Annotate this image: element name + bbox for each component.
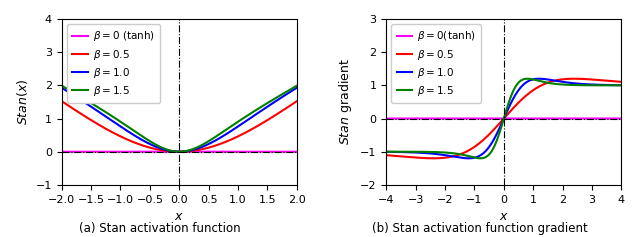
X-axis label: $x$: $x$: [174, 210, 184, 223]
$\beta = 1.5$: [293, 84, 301, 87]
$\beta = 1.0$: [243, 119, 251, 122]
$\beta = 0.5$: [293, 100, 301, 103]
Text: (a) Stan activation function: (a) Stan activation function: [79, 222, 241, 235]
$\beta = 1.0$: [535, 77, 543, 80]
$\beta = 0.5$: [58, 100, 65, 103]
$\beta = 0$(tanh): [611, 117, 618, 120]
$\beta = 1.0$: [568, 82, 575, 84]
$\beta = 0$(tanh): [394, 117, 402, 120]
$\beta = 1.0$: [286, 91, 294, 93]
$\beta = 0.5$: [618, 80, 625, 83]
$\beta = 1.0$: [611, 84, 619, 87]
$\beta = 0.5$: [429, 157, 437, 160]
Legend: $\beta = 0$(tanh), $\beta = 0.5$, $\beta = 1.0$, $\beta = 1.5$: $\beta = 0$(tanh), $\beta = 0.5$, $\beta…: [392, 24, 481, 103]
$\beta = 0$ (tanh): [286, 150, 294, 153]
$\beta = 0$ (tanh): [286, 150, 294, 153]
Line: $\beta = 1.0$: $\beta = 1.0$: [386, 79, 621, 158]
$\beta = 0.5$: [172, 150, 180, 153]
$\beta = 0.5$: [382, 154, 390, 157]
$\beta = 0.5$: [286, 104, 294, 107]
$\beta = 1.0$: [293, 86, 301, 89]
$\beta = 1.5$: [491, 145, 499, 147]
$\beta = 0$ (tanh): [172, 150, 180, 153]
$\beta = 1.0$: [618, 84, 625, 87]
$\beta = 0$(tanh): [568, 117, 575, 120]
$\beta = 1.0$: [382, 150, 390, 153]
$\beta = 1.5$: [243, 114, 251, 117]
$\beta = 0$ (tanh): [70, 150, 77, 153]
Y-axis label: $Stan(x)$: $Stan(x)$: [15, 79, 30, 125]
$\beta = 1.5$: [58, 84, 65, 87]
$\beta = 1.0$: [175, 150, 183, 153]
$\beta = 0.5$: [286, 104, 294, 107]
$\beta = 1.5$: [394, 150, 402, 153]
Line: $\beta = 1.5$: $\beta = 1.5$: [386, 79, 621, 158]
Line: $\beta = 0.5$: $\beta = 0.5$: [61, 101, 297, 152]
$\beta = 1.0$: [70, 94, 77, 97]
Text: (b) Stan activation function gradient: (b) Stan activation function gradient: [372, 222, 588, 235]
$\beta = 0.5$: [570, 77, 578, 80]
$\beta = 0.5$: [568, 77, 575, 80]
$\beta = 0$(tanh): [490, 117, 498, 120]
$\beta = 0$ (tanh): [58, 150, 65, 153]
$\beta = 0.5$: [611, 80, 619, 83]
$\beta = 0.5$: [243, 130, 251, 133]
$\beta = 1.0$: [465, 157, 472, 160]
$\beta = 1.5$: [382, 150, 390, 153]
Line: $\beta = 0.5$: $\beta = 0.5$: [386, 79, 621, 158]
$\beta = 0.5$: [491, 128, 499, 130]
Line: $\beta = 1.5$: $\beta = 1.5$: [61, 86, 297, 152]
$\beta = 1.0$: [611, 84, 619, 87]
$\beta = 1.0$: [166, 149, 173, 152]
$\beta = 1.0$: [286, 91, 294, 93]
$\beta = 1.5$: [166, 149, 173, 152]
$\beta = 1.5$: [175, 150, 183, 153]
$\beta = 1.0$: [172, 150, 180, 153]
$\beta = 1.5$: [524, 77, 531, 80]
$\beta = 1.5$: [477, 157, 484, 160]
$\beta = 1.5$: [286, 88, 294, 91]
$\beta = 0$(tanh): [618, 117, 625, 120]
$\beta = 1.5$: [497, 128, 504, 130]
$\beta = 0$ (tanh): [293, 150, 301, 153]
$\beta = 1.5$: [568, 83, 575, 86]
$\beta = 1.5$: [70, 91, 77, 94]
$\beta = 1.0$: [58, 86, 65, 89]
$\beta = 0$ (tanh): [243, 150, 251, 153]
$\beta = 0$(tanh): [497, 117, 504, 120]
Line: $\beta = 1.0$: $\beta = 1.0$: [61, 88, 297, 152]
Y-axis label: $Stan$ gradient: $Stan$ gradient: [337, 59, 355, 145]
$\beta = 0.5$: [175, 150, 183, 153]
$\beta = 1.5$: [286, 88, 294, 91]
$\beta = 0.5$: [394, 155, 402, 158]
$\beta = 1.5$: [618, 84, 625, 87]
$\beta = 1.5$: [172, 150, 180, 153]
X-axis label: $x$: $x$: [499, 210, 509, 223]
$\beta = 0.5$: [497, 121, 504, 123]
$\beta = 0$(tanh): [611, 117, 618, 120]
$\beta = 1.0$: [497, 124, 504, 127]
$\beta = 1.5$: [611, 84, 619, 87]
Legend: $\beta = 0$ (tanh), $\beta = 0.5$, $\beta = 1.0$, $\beta = 1.5$: $\beta = 0$ (tanh), $\beta = 0.5$, $\bet…: [67, 24, 160, 103]
$\beta = 0$(tanh): [382, 117, 390, 120]
$\beta = 0.5$: [611, 80, 619, 83]
$\beta = 1.0$: [394, 150, 402, 153]
$\beta = 1.0$: [491, 137, 499, 140]
$\beta = 0.5$: [70, 108, 77, 110]
$\beta = 0.5$: [166, 150, 173, 153]
$\beta = 1.5$: [611, 84, 619, 87]
$\beta = 0$ (tanh): [166, 150, 173, 153]
